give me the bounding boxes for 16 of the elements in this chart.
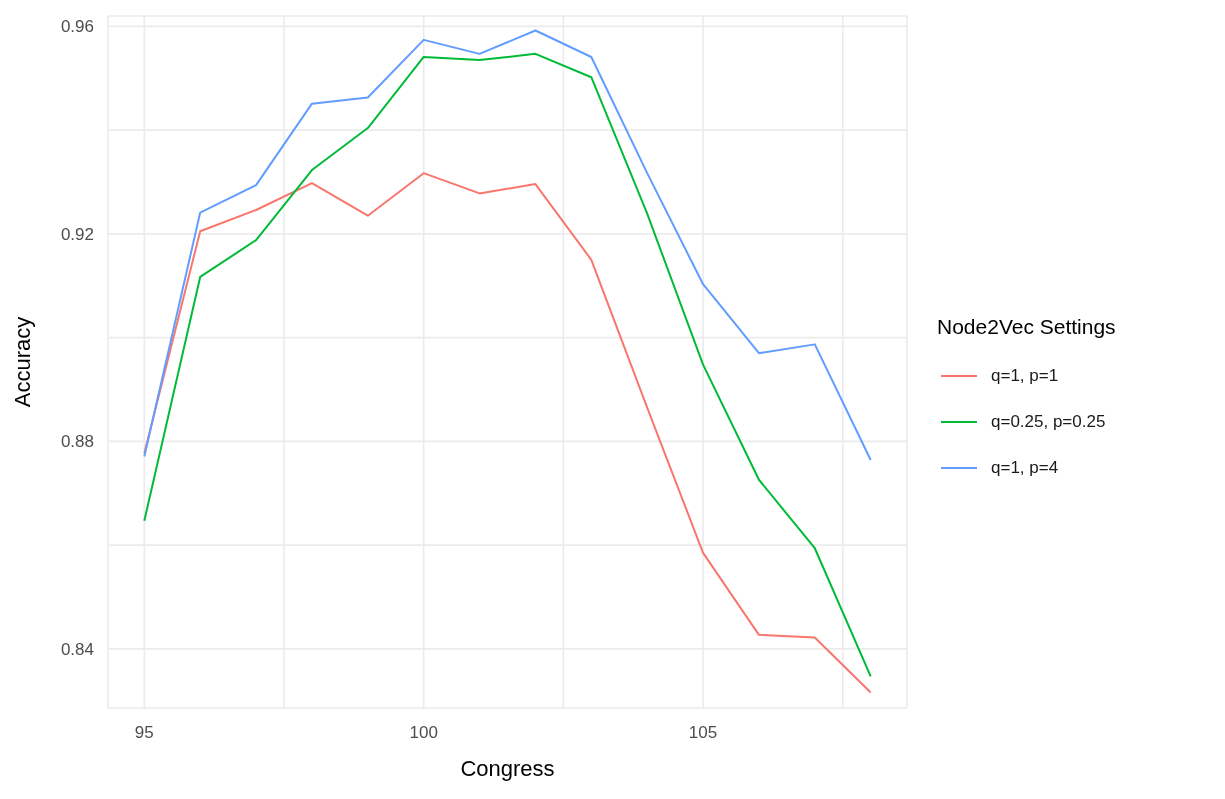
line-series — [143, 29, 872, 462]
legend-label: q=1, p=1 — [991, 366, 1059, 386]
y-tick-label: 0.92 — [60, 224, 94, 244]
x-axis-title: Congress — [460, 756, 555, 781]
x-tick-label: 95 — [134, 723, 154, 743]
legend-title: Node2Vec Settings — [937, 315, 1117, 339]
y-tick-label: 0.96 — [60, 17, 94, 37]
legend-label: q=0.25, p=0.25 — [991, 412, 1106, 432]
line-series — [143, 172, 872, 694]
y-tick-label: 0.88 — [60, 432, 94, 452]
line-series — [143, 52, 872, 678]
x-tick-label: 105 — [688, 723, 718, 743]
legend-label: q=1, p=4 — [991, 458, 1059, 478]
x-tick-label: 100 — [409, 723, 438, 743]
y-axis-title: Accuracy — [9, 316, 35, 408]
y-tick-label: 0.84 — [60, 639, 94, 659]
